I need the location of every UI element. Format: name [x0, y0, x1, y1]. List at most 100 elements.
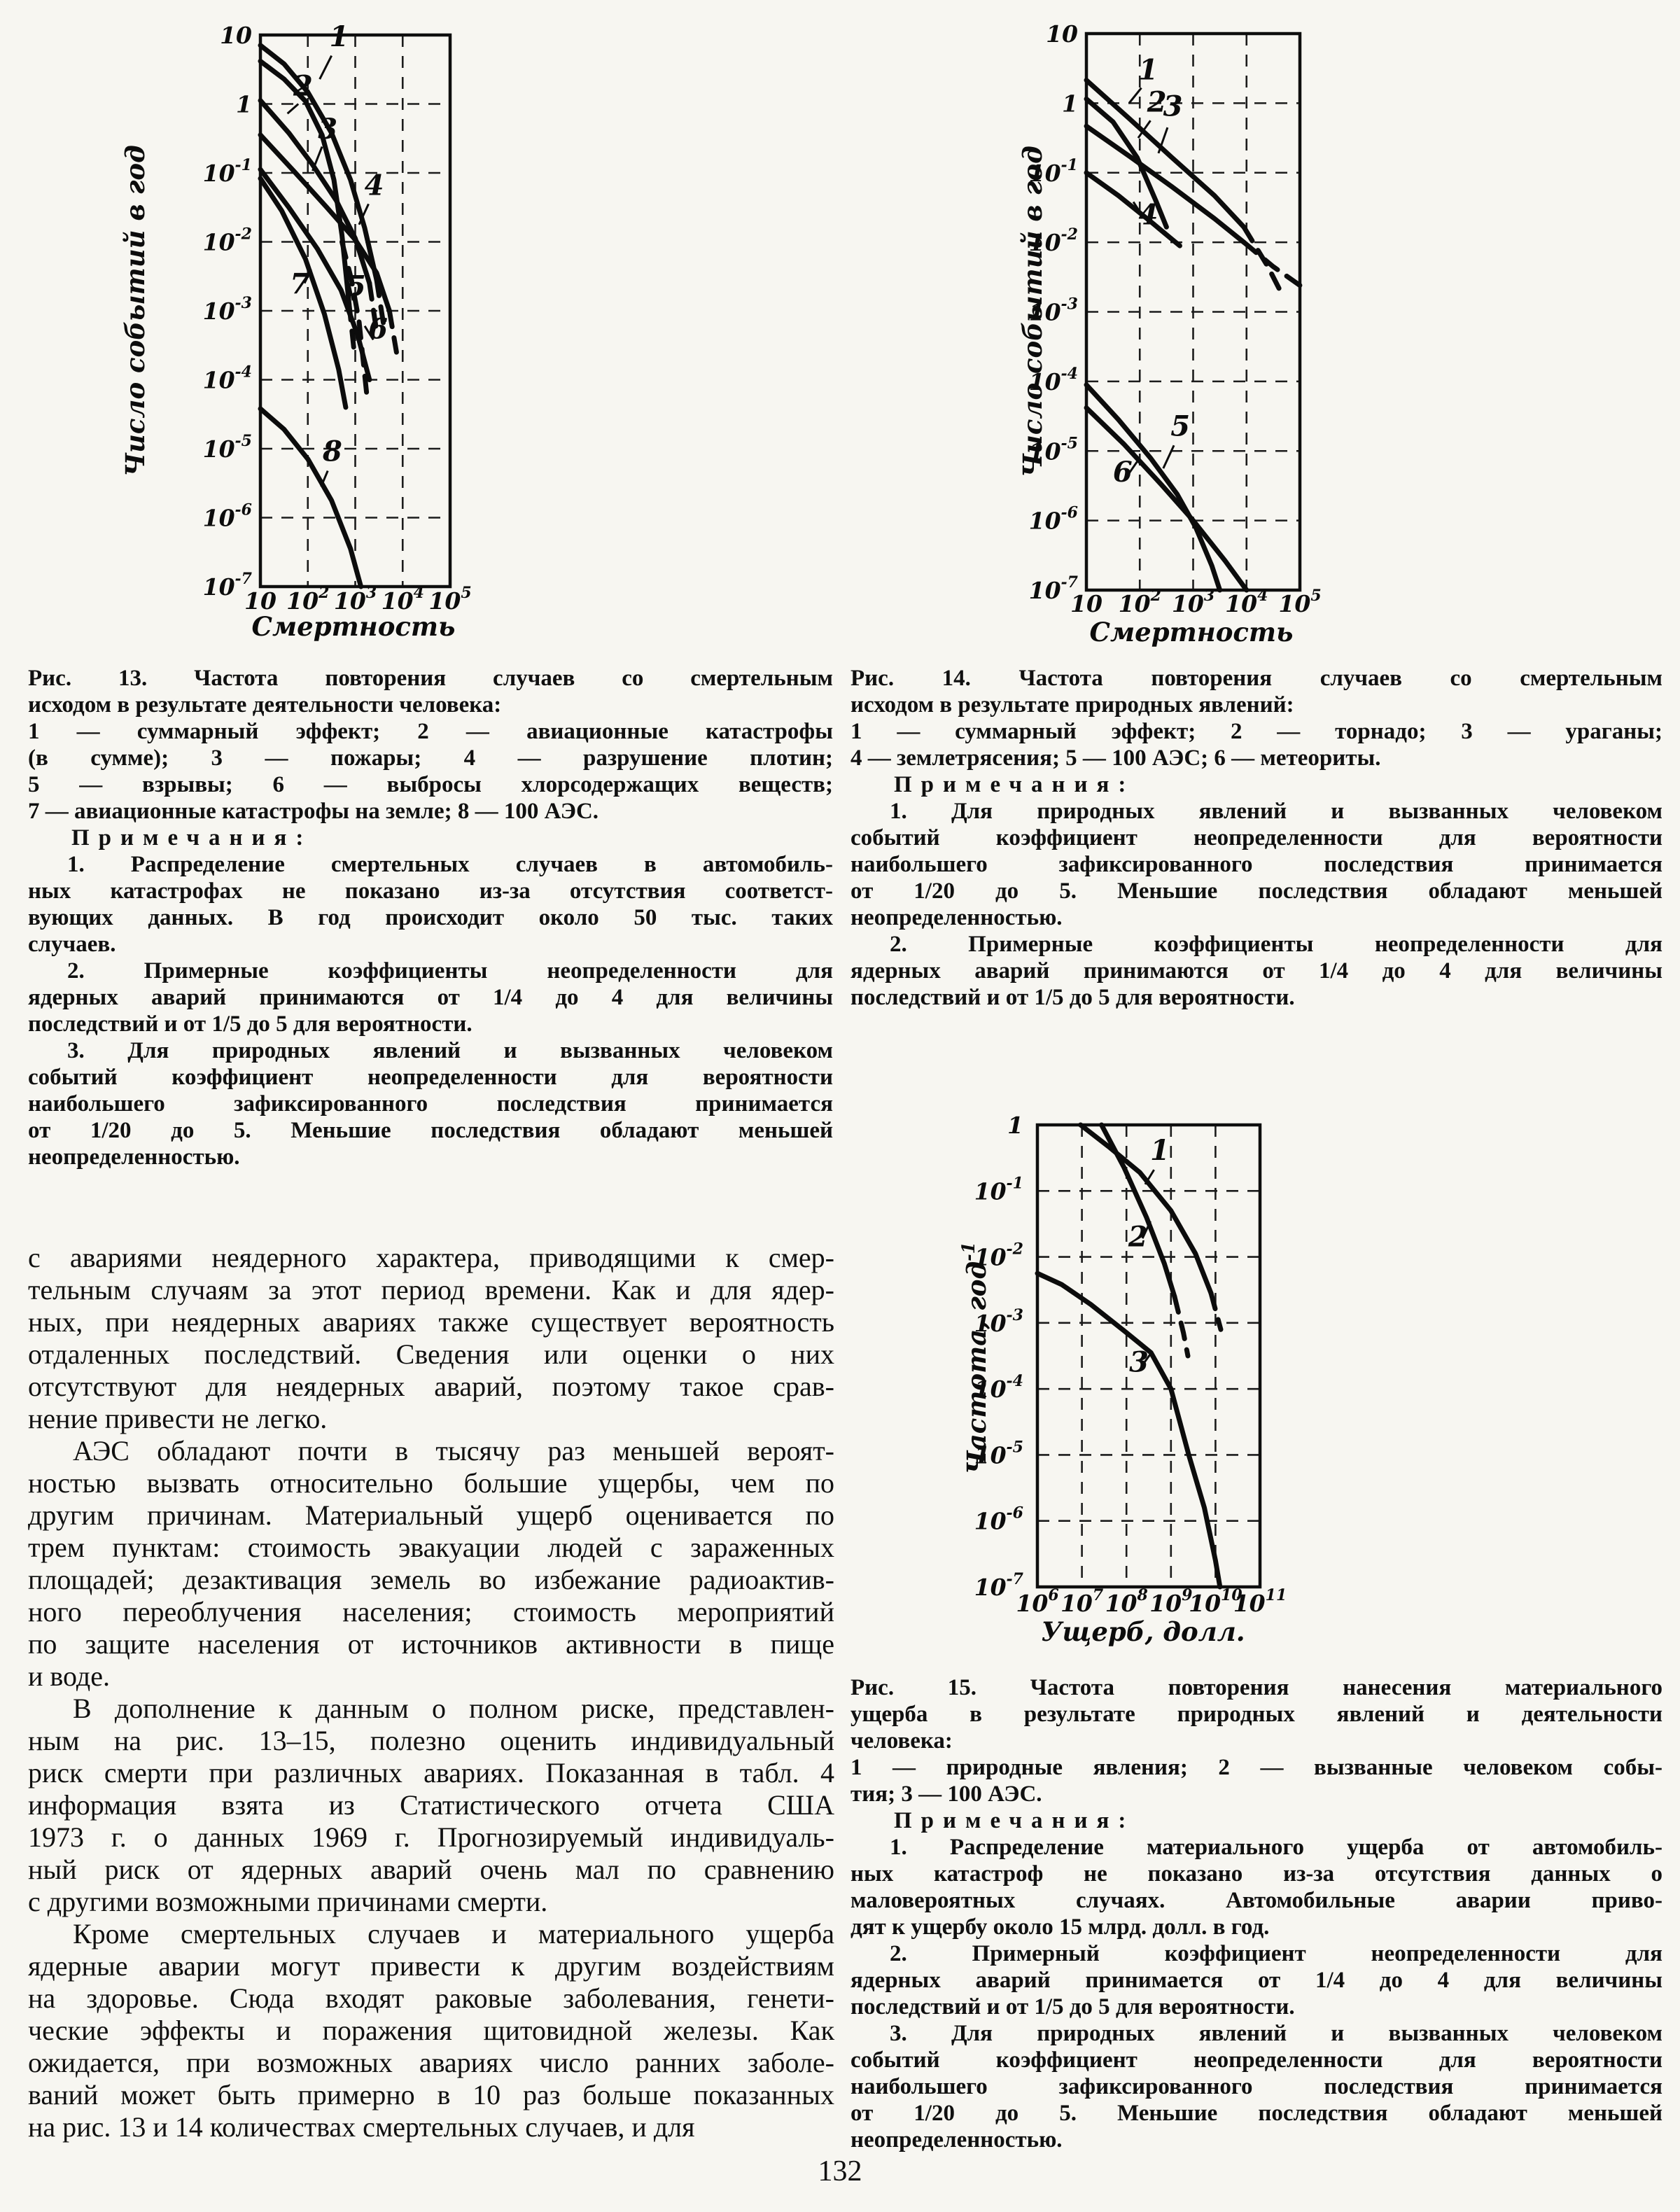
y-tick-label: 10-3 [974, 1306, 1023, 1337]
curve-5-leader [1162, 444, 1175, 469]
figure-14-note-2-line: ядерных аварий принимаются от 1/4 до 4 д… [850, 958, 1662, 983]
curve-2 [1084, 96, 1169, 230]
figure-14-note-1-line: событий коэффициент неопределенности для… [850, 825, 1662, 850]
figure-13-note-3-line: наибольшего зафиксированного последствия… [28, 1091, 833, 1116]
x-tick-label: 104 [1225, 587, 1268, 617]
figure-14-chart: 10 102 103 104 105 10 1 10-1 10-2 10-3 10-4 10-5 10-… [1017, 20, 1322, 648]
body-paragraph-2-line: и воде. [28, 1660, 110, 1692]
figure-14-note-1-line: от 1/20 до 5. Меньшие последствия облада… [850, 878, 1662, 904]
curve-1-leader [1144, 1169, 1155, 1185]
x-tick-label: 10 [1070, 590, 1102, 617]
figure-15-note-3: 3. Для природных явлений и вызванных чел… [850, 2020, 1662, 2153]
curve-label-7: 7 [290, 267, 309, 300]
curve-label-3: 3 [318, 113, 337, 146]
x-tick-label: 10 [244, 587, 276, 615]
y-tick-label: 10 [1046, 20, 1078, 48]
y-tick-label: 1 [1062, 90, 1078, 117]
body-paragraph-2-line: АЭС обладают почти в тысячу раз меньшей … [73, 1435, 834, 1466]
figure-14-note-1: 1. Для природных явлений и вызванных чел… [850, 798, 1662, 931]
y-tick-label: 10-2 [203, 225, 252, 256]
body-paragraph-2-line: по защите населения от источников активн… [28, 1628, 834, 1660]
curve-label-3: 3 [1163, 90, 1183, 122]
x-tick-label: 1010 [1189, 1586, 1242, 1617]
x-tick-label: 1011 [1233, 1586, 1287, 1617]
body-paragraph-1: с авариями неядерного характера, приводя… [28, 1242, 834, 1435]
curve-label-2: 2 [293, 70, 313, 103]
figure-13-chart: 10 102 103 104 105 10 1 10-1 10-2 10-3 10-4 10-5 10-… [120, 20, 472, 642]
curve-7 [258, 176, 349, 410]
figure-15-note-1-line: дят к ущербу около 15 млрд. долл. в год. [850, 1914, 1270, 1940]
curve-label-6: 6 [1113, 456, 1133, 489]
curve-5 [1084, 382, 1223, 593]
y-tick-label: 10 [220, 22, 252, 49]
curve-3-leader [1157, 127, 1169, 154]
curve-label-1: 1 [330, 20, 349, 53]
figure-15-caption-line: Рис. 15. Частота повторения нанесения ма… [850, 1675, 1662, 1700]
y-tick-label: 10-4 [203, 363, 252, 394]
body-paragraph-1-line: отдаленных последствий. Сведения или оце… [28, 1338, 834, 1370]
curve-6 [1084, 405, 1250, 593]
y-tick-label: 10-4 [974, 1372, 1023, 1403]
body-paragraph-4-line: ядерные аварии могут привести к другим в… [28, 1950, 834, 1982]
figure-13-note-2: 2. Примерные коэффициенты неопределеннос… [28, 958, 833, 1037]
figure-15-legend: 1 — природные явления; 2 — вызванные чел… [850, 1754, 1662, 1807]
curve-label-2: 2 [1147, 85, 1167, 118]
body-paragraph-1-line: ных, при неядерных авариях также существ… [28, 1306, 834, 1338]
curve-6 [258, 167, 372, 382]
body-paragraph-4-line: ожидается, при возможных авариях число р… [28, 2047, 834, 2078]
y-tick-label: 10-1 [203, 156, 252, 187]
y-tick-label: 10-5 [974, 1438, 1023, 1469]
figure-13-note-3-line: событий коэффициент неопределенности для… [28, 1065, 833, 1090]
body-paragraph-3-line: информация взята из Статистического отче… [28, 1789, 834, 1821]
figure-15-notes-heading: Примечания: [894, 1808, 1135, 1833]
figure-15-caption-block: Рис. 15. Частота повторения нанесения ма… [850, 1674, 1662, 2153]
figure-15-note-2-line: последствий и от 1/5 до 5 для вероятност… [850, 1994, 1295, 2019]
body-paragraph-2: АЭС обладают почти в тысячу раз меньшей … [28, 1435, 834, 1693]
x-tick-label: 105 [428, 584, 471, 615]
figure-13-caption-line: Рис. 13. Частота повторения случаев со с… [28, 666, 833, 691]
body-paragraph-2-line: трем пунктам: стоимость эвакуации людей … [28, 1532, 834, 1563]
curve-4 [258, 132, 392, 314]
figure-13-legend: 1 — суммарный эффект; 2 — авиационные ка… [28, 718, 833, 825]
figure-14-notes-heading: Примечания: [894, 772, 1135, 797]
x-tick-label: 103 [1172, 587, 1214, 617]
y-axis-label: Число событий в год [120, 145, 150, 477]
y-tick-label: 10-4 [1029, 365, 1078, 396]
curve-1-leader [318, 55, 332, 80]
x-tick-label: 109 [1149, 1586, 1192, 1617]
figure-14-legend-line: 1 — суммарный эффект; 2 — торнадо; 3 — у… [850, 719, 1662, 744]
figure-15-note-3-line: наибольшего зафиксированного последствия… [850, 2074, 1662, 2099]
body-paragraph-3: В дополнение к данным о полном риске, пр… [28, 1693, 834, 1918]
curve-2-leader [1141, 1221, 1152, 1239]
body-paragraph-4-line: Кроме смертельных случаев и материальног… [73, 1918, 834, 1949]
curve-5-leader [348, 283, 354, 301]
y-axis-label: Число событий в год [1017, 146, 1048, 477]
figure-15-note-1: 1. Распределение материального ущерба от… [850, 1834, 1662, 1940]
y-tick-label: 10-6 [203, 501, 252, 532]
body-paragraph-4: Кроме смертельных случаев и материальног… [28, 1918, 834, 2143]
figure-13-legend-line: (в сумме); 3 — пожары; 4 — разрушение пл… [28, 746, 833, 771]
body-paragraph-1-line: нение привести не легко. [28, 1403, 328, 1434]
curve-2 [258, 58, 352, 307]
figure-13-note-2-line: последствий и от 1/5 до 5 для вероятност… [28, 1011, 472, 1037]
figure-13-note-3-line: от 1/20 до 5. Меньшие последствия облада… [28, 1118, 833, 1143]
figure-15-legend-line: 1 — природные явления; 2 — вызванные чел… [850, 1755, 1662, 1780]
y-tick-label: 10-3 [1029, 295, 1078, 326]
y-tick-label: 10-5 [203, 432, 252, 463]
figure-15-note-3-line: от 1/20 до 5. Меньшие последствия облада… [850, 2101, 1662, 2126]
figure-14-note-2-line: 2. Примерные коэффициенты неопределеннос… [890, 932, 1662, 957]
figure-15-caption-line: человека: [850, 1728, 953, 1754]
body-paragraph-3-line: ный риск от ядерных аварий очень мал по … [28, 1854, 834, 1885]
figure-14-legend-line: 4 — землетрясения; 5 — 100 АЭС; 6 — мете… [850, 746, 1381, 771]
figure-15-note-1-line: ных катастроф не показано из-за отсутств… [850, 1861, 1662, 1886]
figure-15-caption: Рис. 15. Частота повторения нанесения ма… [850, 1674, 1662, 1754]
plot-border [1084, 31, 1302, 592]
curve-1-dashed-tail [374, 277, 387, 334]
figure-15-caption-line: ущерба в результате природных явлений и … [850, 1702, 1662, 1727]
curve-3-dashed-tail [1241, 239, 1303, 288]
body-paragraph-4-line: ческие эффекты и поражения щитовидной же… [28, 2015, 834, 2046]
curve-label-1: 1 [1139, 54, 1158, 87]
curve-2-leader [286, 103, 300, 115]
x-tick-label: 104 [382, 584, 424, 615]
